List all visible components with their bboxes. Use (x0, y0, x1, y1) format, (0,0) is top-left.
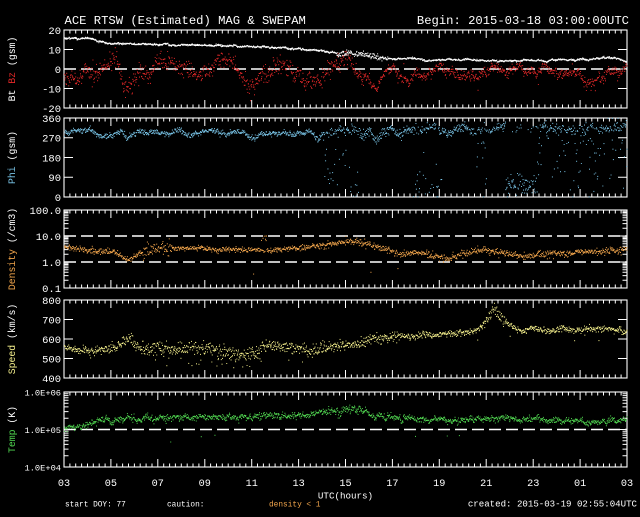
svg-text:400: 400 (42, 374, 61, 386)
svg-text:ACE RTSW (Estimated) MAG & SWE: ACE RTSW (Estimated) MAG & SWEPAM (65, 14, 306, 28)
svg-text:21: 21 (480, 479, 492, 490)
svg-text:density < 1: density < 1 (269, 502, 321, 510)
svg-text:05: 05 (105, 479, 117, 490)
svg-text:1.0E+04: 1.0E+04 (25, 463, 62, 473)
svg-text:700: 700 (42, 315, 61, 327)
svg-text:-10: -10 (42, 84, 61, 96)
svg-text:Phi (gsm): Phi (gsm) (7, 131, 18, 184)
svg-text:Density (/cm3): Density (/cm3) (7, 208, 18, 290)
svg-text:90: 90 (48, 173, 61, 185)
svg-text:10.0: 10.0 (36, 232, 61, 244)
svg-text:created: 2015-03-19 02:55:04UT: created: 2015-03-19 02:55:04UTC (468, 499, 638, 510)
svg-text:Speed (km/s): Speed (km/s) (7, 304, 18, 375)
svg-text:03: 03 (58, 479, 70, 490)
svg-text:1.0: 1.0 (42, 258, 61, 270)
svg-text:600: 600 (42, 335, 61, 347)
svg-text:07: 07 (152, 479, 164, 490)
svg-text:caution:: caution: (167, 502, 204, 510)
svg-text:20: 20 (48, 26, 61, 38)
svg-text:0: 0 (55, 193, 61, 205)
svg-text:13: 13 (292, 479, 304, 490)
svg-text:800: 800 (42, 296, 61, 308)
svg-text:500: 500 (42, 354, 61, 366)
svg-text:Temp (K): Temp (K) (7, 406, 18, 453)
svg-text:-20: -20 (42, 104, 61, 116)
svg-text:23: 23 (527, 479, 539, 490)
svg-text:Begin: 2015-03-18 03:00:00UTC: Begin: 2015-03-18 03:00:00UTC (417, 14, 629, 28)
svg-text:360: 360 (42, 114, 61, 126)
svg-text:09: 09 (199, 479, 211, 490)
svg-text:1.0E+06: 1.0E+06 (25, 388, 62, 398)
svg-text:01: 01 (574, 479, 586, 490)
svg-text:0: 0 (55, 65, 61, 77)
svg-text:19: 19 (433, 479, 445, 490)
svg-text:17: 17 (386, 479, 398, 490)
svg-text:0.1: 0.1 (42, 284, 61, 296)
svg-text:180: 180 (42, 153, 61, 165)
svg-text:10: 10 (48, 45, 61, 57)
svg-text:start DOY: 77: start DOY: 77 (65, 502, 126, 510)
svg-text:03: 03 (621, 479, 633, 490)
svg-text:1.0E+05: 1.0E+05 (25, 426, 62, 436)
svg-text:11: 11 (246, 479, 258, 490)
svg-text:270: 270 (42, 134, 61, 146)
svg-text:15: 15 (339, 479, 351, 490)
svg-text:Bt Bz (gsm): Bt Bz (gsm) (7, 37, 18, 102)
svg-text:UTC(hours): UTC(hours) (318, 491, 373, 502)
svg-text:100.0: 100.0 (29, 206, 61, 218)
